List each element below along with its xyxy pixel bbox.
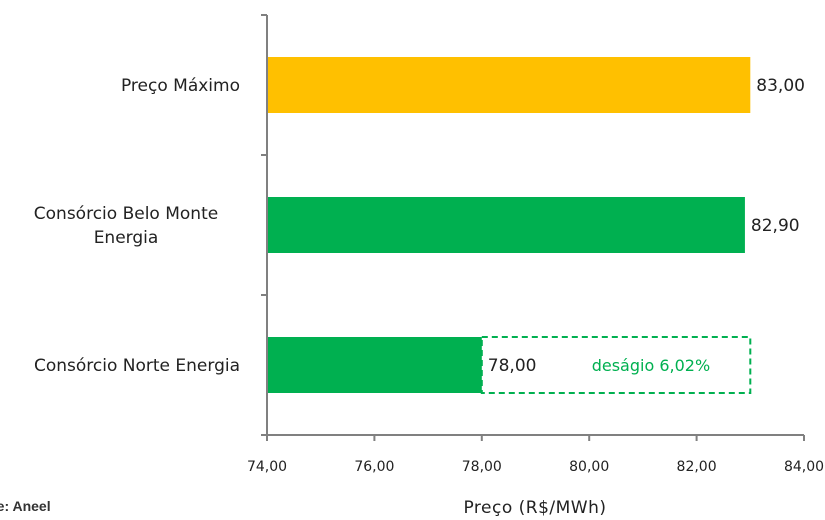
category-label: Consórcio Belo Monte Energia [34, 204, 218, 248]
category-label: Preço Máximo [121, 76, 240, 96]
data-label: 83,00 [756, 76, 805, 96]
bar [267, 57, 751, 113]
bars-layer [267, 57, 752, 394]
data-label: 78,00 [488, 356, 537, 376]
source-note: te: Aneel [0, 498, 51, 514]
category-label: Consórcio Norte Energia [34, 356, 240, 376]
data-label: 82,90 [751, 216, 800, 236]
x-tick-label: 74,00 [247, 459, 287, 475]
bar [267, 197, 745, 253]
labels-layer: deságio 6,02% 83,00 Preço Máximo 82,90 Consó… [34, 76, 824, 475]
x-axis-title: Preço (R$/MWh) [463, 498, 606, 518]
x-tick-label: 76,00 [354, 459, 394, 475]
x-tick-label: 84,00 [784, 459, 824, 475]
x-tick-label: 78,00 [462, 459, 502, 475]
x-tick-label: 82,00 [677, 459, 717, 475]
annotation-label: deságio 6,02% [592, 356, 710, 375]
axes-layer [261, 14, 805, 441]
x-tick-label: 80,00 [569, 459, 609, 475]
bar [267, 337, 482, 393]
